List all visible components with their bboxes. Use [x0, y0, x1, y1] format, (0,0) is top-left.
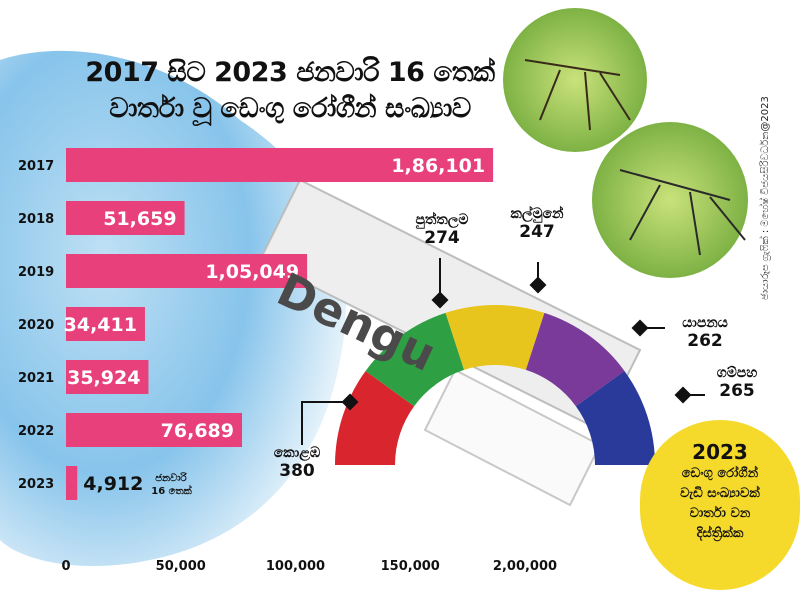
bar [66, 201, 185, 235]
category-label: 2018 [18, 212, 54, 227]
gauge-label-value: 247 [519, 222, 555, 242]
category-label: 2020 [18, 318, 54, 333]
bar [66, 254, 308, 288]
bar-value-label: 76,689 [161, 420, 234, 442]
gauge-connector-diamond [529, 276, 547, 294]
gauge-label-gampaha: ගම්පහ 265 [702, 365, 772, 401]
gauge-label-jaffna: යාපනය 262 [665, 315, 745, 351]
gauge-connector [301, 401, 350, 445]
gauge-segment [525, 312, 625, 407]
title-line-1: 2017 සිට 2023 ජනවාරි 16 තෙක් [85, 57, 495, 88]
gauge-segment [445, 305, 545, 370]
mosquito-photo-1 [503, 8, 647, 152]
gauge-label-name: ගම්පහ [716, 365, 758, 381]
bar [66, 148, 494, 182]
x-tick-label: 0 [61, 559, 70, 574]
gauge-label-name: කොළඹ [273, 445, 321, 461]
gauge-segment [335, 370, 415, 465]
chart-title: 2017 සිට 2023 ජනවාරි 16 තෙක් වාර්තා වූ ඩ… [70, 55, 510, 127]
gauge-connector-diamond [341, 393, 359, 411]
mosquito-icon-2 [619, 169, 746, 256]
gauge-label-value: 380 [279, 461, 315, 481]
bar-note: ජනවාරි [155, 471, 187, 484]
photo-credit: ඡායාරූප ග්‍රැෆික් : මහේෂ් විජයසිරිවර්ධන@… [760, 96, 771, 300]
gauge-connector-diamond [674, 386, 692, 404]
x-tick-label: 50,000 [156, 559, 206, 574]
gauge-label-name: යාපනය [682, 315, 728, 331]
bar [66, 360, 149, 394]
mosquito-icon-1 [524, 59, 631, 131]
gauge-connector-diamond [631, 319, 649, 337]
gauge-label-puttalam: පුත්තලම 274 [402, 212, 482, 248]
gauge-label-value: 262 [687, 331, 723, 351]
gauge-connector-diamond [431, 291, 449, 309]
circle-line: වාර්තා වන [689, 506, 751, 521]
x-tick-label: 100,000 [266, 559, 325, 574]
bar-note: 16 තෙක් [151, 484, 192, 497]
category-label: 2022 [18, 424, 54, 439]
bar-value-label: 51,659 [103, 208, 176, 230]
bar [66, 466, 78, 500]
highlight-circle: 2023 ඩෙංගු රෝගීන් වැඩි සංඛ්‍යාවක් වාර්තා… [640, 420, 800, 590]
test-strip-window [423, 368, 602, 507]
bar-value-label: 1,05,049 [205, 261, 299, 283]
bar-value-label: 4,912 [83, 473, 143, 495]
bar-value-label: 35,924 [67, 367, 140, 389]
gauge-label-value: 265 [719, 381, 755, 401]
category-label: 2017 [18, 159, 54, 174]
bar [66, 413, 243, 447]
category-label: 2023 [18, 477, 54, 492]
bar [66, 307, 145, 341]
gauge-label-colombo: කොළඹ 380 [262, 445, 332, 481]
x-tick-label: 150,000 [381, 559, 440, 574]
circle-line: දිස්ත්‍රික්ක [696, 526, 744, 541]
category-label: 2021 [18, 371, 54, 386]
x-tick-label: 2,00,000 [493, 559, 557, 574]
gauge-label-name: කල්මුනේ [510, 206, 564, 222]
gauge-label-value: 274 [424, 228, 460, 248]
bar-value-label: 1,86,101 [391, 155, 485, 177]
circle-year: 2023 [692, 440, 748, 464]
title-line-2: වාර්තා වූ ඩෙංගු රෝගීන් සංඛ්‍යාව [109, 93, 471, 124]
gauge-label-name: පුත්තලම [415, 212, 469, 228]
category-label: 2019 [18, 265, 54, 280]
bar-value-label: 34,411 [64, 314, 137, 336]
gauge-segment [365, 312, 465, 407]
gauge-label-kalmunai: කල්මුනේ 247 [497, 206, 577, 242]
circle-line: ඩෙංගු රෝගීන් [681, 466, 759, 481]
gauge-segment [575, 370, 655, 465]
circle-line: වැඩි සංඛ්‍යාවක් [680, 486, 760, 501]
